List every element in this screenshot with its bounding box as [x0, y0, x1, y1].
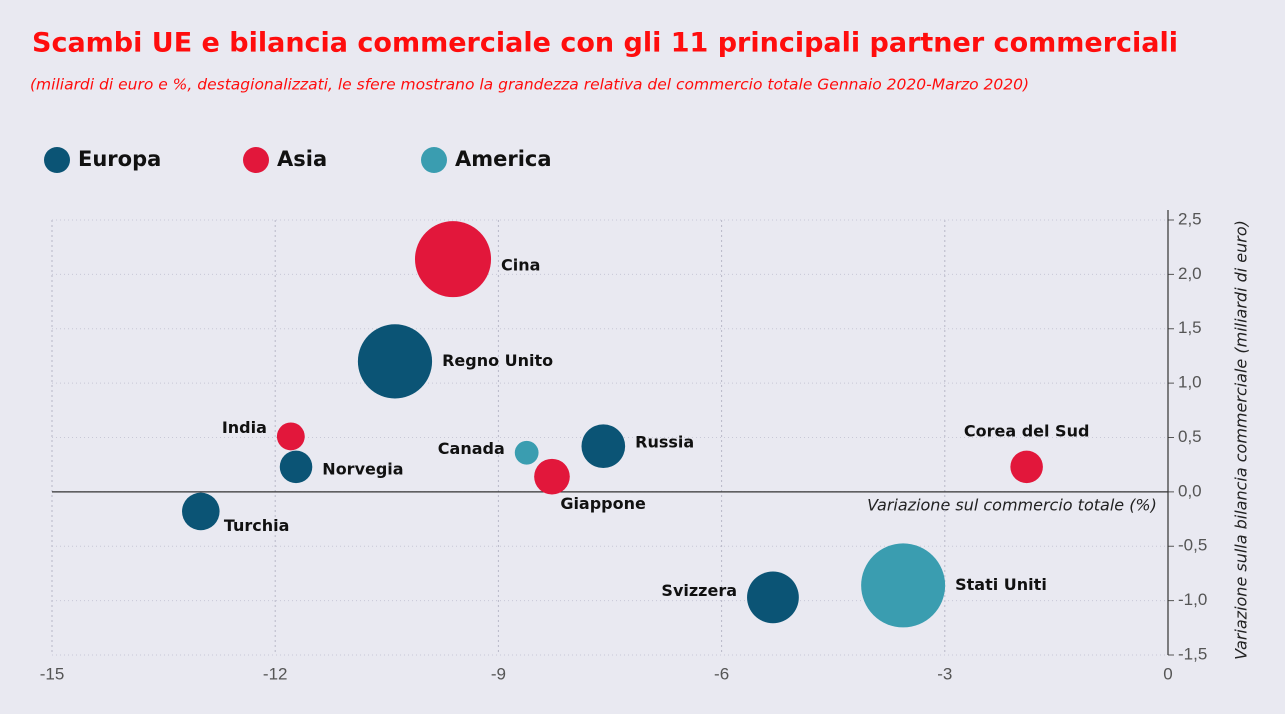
point-label: Regno Unito — [442, 351, 553, 370]
point-label: Cina — [501, 256, 540, 275]
bubble — [861, 543, 946, 628]
point-label: Russia — [635, 433, 694, 452]
legend-label: Asia — [277, 147, 327, 171]
bubble — [276, 422, 305, 451]
point-label: Turchia — [224, 516, 290, 535]
x-tick-label: -12 — [263, 664, 288, 683]
y-tick-label: -1,5 — [1178, 644, 1207, 663]
x-tick-label: 0 — [1163, 664, 1172, 683]
legend-label: America — [455, 147, 552, 171]
point-label: Stati Uniti — [955, 575, 1047, 594]
bubble — [534, 458, 570, 495]
point-label: Svizzera — [661, 581, 737, 600]
bubble — [581, 424, 626, 469]
y-tick-label: 2,0 — [1178, 264, 1202, 283]
y-axis-label: Variazione sulla bilancia commerciale (m… — [1232, 220, 1251, 660]
bubble — [747, 571, 799, 624]
point-label: India — [222, 418, 267, 437]
bubble — [357, 324, 433, 399]
bubble — [514, 440, 539, 465]
y-tick-label: -0,5 — [1178, 536, 1207, 555]
chart-subtitle: (miliardi di euro e %, destagionalizzati… — [30, 76, 1029, 94]
point-label: Corea del Sud — [964, 421, 1090, 440]
x-tick-label: -15 — [40, 664, 65, 683]
x-tick-label: -9 — [491, 664, 506, 683]
bubble — [414, 221, 492, 298]
legend-marker — [243, 147, 269, 173]
legend-marker — [421, 147, 447, 173]
legend-label: Europa — [78, 147, 161, 171]
point-label: Canada — [438, 439, 505, 458]
x-tick-label: -3 — [937, 664, 952, 683]
point-label: Norvegia — [322, 459, 403, 478]
bubble — [1010, 450, 1043, 484]
x-axis-label: Variazione sul commercio totale (%) — [867, 496, 1157, 515]
y-tick-label: 1,5 — [1178, 318, 1202, 337]
y-tick-label: 1,0 — [1178, 373, 1202, 392]
legend-marker — [44, 147, 70, 173]
bubble — [182, 492, 220, 531]
chart-title: Scambi UE e bilancia commerciale con gli… — [32, 28, 1178, 59]
bubble — [279, 450, 313, 484]
y-tick-label: 0,5 — [1178, 427, 1202, 446]
y-tick-label: 0,0 — [1178, 481, 1202, 500]
point-label: Giappone — [560, 494, 646, 513]
y-tick-label: -1,0 — [1178, 590, 1207, 609]
y-tick-label: 2,5 — [1178, 209, 1202, 228]
x-tick-label: -6 — [714, 664, 729, 683]
